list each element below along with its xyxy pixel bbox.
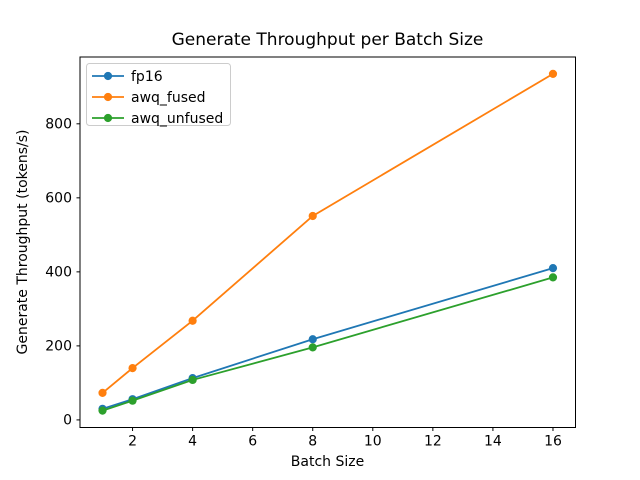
data-point-marker-awq_unfused bbox=[128, 396, 137, 405]
x-tick-label: 16 bbox=[544, 434, 562, 450]
data-point-marker-awq_fused bbox=[128, 363, 137, 373]
data-point-marker-awq_unfused bbox=[188, 375, 197, 385]
y-axis-label: Generate Throughput (tokens/s) bbox=[15, 130, 31, 355]
legend: fp16 awq_fused awq_unfused bbox=[86, 63, 231, 127]
legend-item: fp16 bbox=[92, 69, 163, 85]
series-line-awq_unfused bbox=[101, 276, 554, 412]
legend-label-awq-fused: awq_fused bbox=[131, 90, 206, 106]
legend-marker-icon bbox=[103, 113, 113, 123]
legend-marker-icon bbox=[103, 71, 113, 81]
data-point-marker-awq_unfused bbox=[98, 406, 107, 415]
x-axis-label: Batch Size bbox=[291, 454, 364, 470]
legend-label-fp16: fp16 bbox=[131, 69, 163, 85]
x-tick-label: 12 bbox=[424, 434, 442, 450]
x-tick-label: 6 bbox=[248, 434, 257, 450]
y-tick-label: 200 bbox=[45, 338, 72, 354]
x-tick-label: 2 bbox=[128, 434, 137, 450]
legend-box bbox=[86, 63, 231, 126]
data-point-marker-awq_unfused bbox=[308, 343, 317, 352]
series-layer bbox=[98, 69, 558, 415]
x-tick-label: 4 bbox=[188, 434, 197, 450]
data-point-marker-awq_fused bbox=[98, 388, 107, 397]
chart-title: Generate Throughput per Batch Size bbox=[172, 30, 484, 50]
x-tick-label: 14 bbox=[484, 434, 502, 450]
legend-label-awq-unfused: awq_unfused bbox=[131, 111, 223, 127]
y-tick-label: 0 bbox=[63, 412, 72, 428]
plot-border bbox=[79, 56, 576, 428]
y-tick-label: 800 bbox=[45, 116, 72, 132]
data-point-marker-awq_fused bbox=[308, 211, 317, 221]
x-tick-label: 10 bbox=[364, 434, 382, 450]
legend-marker-icon bbox=[103, 92, 113, 102]
legend-item: awq_unfused bbox=[92, 111, 223, 127]
data-point-marker-awq_fused bbox=[188, 316, 197, 325]
data-point-marker-awq_unfused bbox=[548, 273, 558, 282]
y-tick-label: 400 bbox=[45, 264, 72, 280]
y-tick-label: 600 bbox=[45, 190, 72, 206]
legend-item: awq_fused bbox=[92, 90, 206, 106]
data-point-marker-awq_fused bbox=[548, 69, 558, 78]
data-point-marker-fp16 bbox=[548, 264, 558, 273]
data-point-marker-fp16 bbox=[308, 335, 317, 344]
x-tick-label: 8 bbox=[308, 434, 317, 450]
ticks-layer: 2 4 6 8 10 12 14 16 0 200 400 600 800 bbox=[45, 116, 562, 449]
